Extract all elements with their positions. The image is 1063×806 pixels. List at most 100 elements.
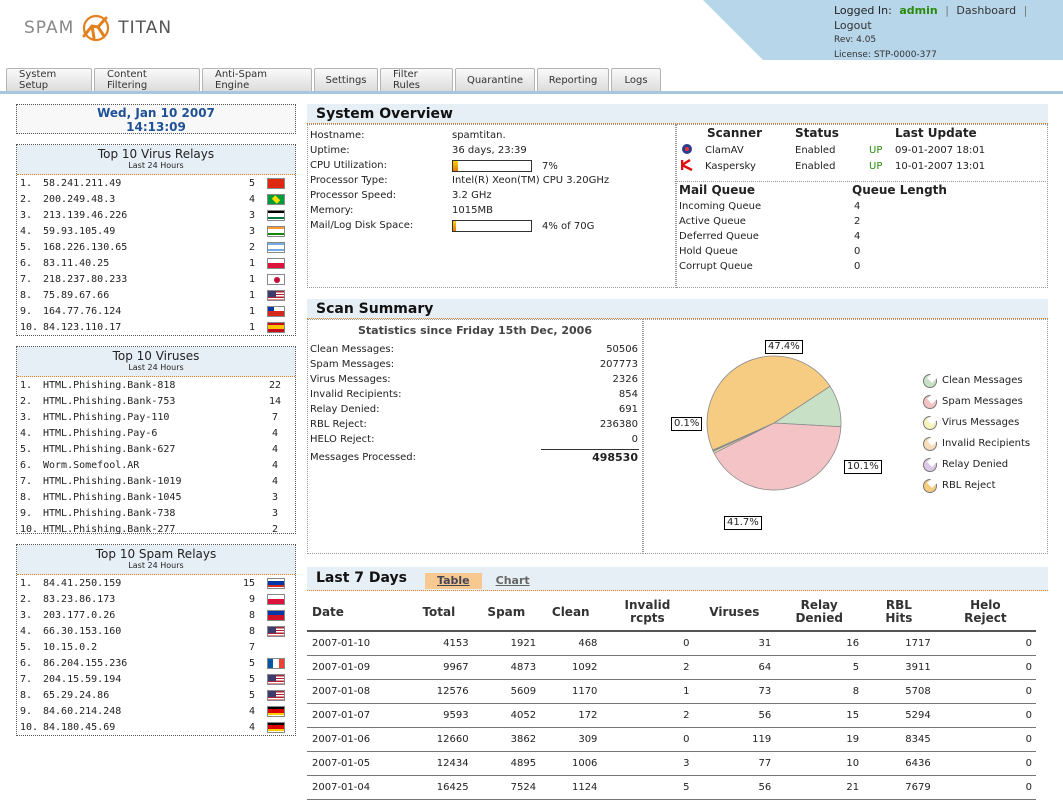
rank: 2. [20, 395, 33, 407]
column-header[interactable]: Total [405, 594, 473, 632]
virus-name: HTML.Phishing.Bank-1045 [43, 491, 182, 503]
table-cell: 0 [934, 655, 1036, 680]
table-cell: 12660 [405, 727, 473, 752]
info-label: Uptime: [310, 145, 350, 156]
column-header[interactable]: Spam [472, 594, 541, 632]
queue-name: Active Queue [679, 216, 746, 227]
legend-item: Clean Messages [923, 370, 1030, 391]
stat-value: 2326 [612, 374, 638, 385]
info-value: 36 days, 23:39 [452, 145, 527, 156]
stats-list: Clean Messages: 50506 Spam Messages: 207773… [308, 342, 642, 447]
tab-system-setup[interactable]: System Setup [6, 68, 92, 91]
country-flag-icon [267, 209, 285, 221]
stat-label: Spam Messages: [310, 359, 395, 370]
count: 1 [248, 321, 255, 333]
legend-item: Relay Denied [923, 454, 1030, 475]
column-header[interactable]: Date [307, 594, 406, 632]
column-header[interactable]: Relay Denied [775, 594, 864, 632]
country-flag-icon [267, 673, 285, 685]
pie-slice-spam-messages [713, 422, 842, 491]
pie-slice-rbl-reject [706, 355, 831, 451]
tab-logs[interactable]: Logs [611, 68, 661, 91]
stat-value: 854 [618, 389, 638, 400]
rank: 2. [20, 193, 33, 205]
scanner-row: Kaspersky Enabled UP 10-01-2007 13:01 [677, 158, 1047, 174]
info-row: Processor Speed: 3.2 GHz [308, 188, 675, 203]
tab-anti-spam-engine[interactable]: Anti-Spam Engine [202, 68, 312, 91]
ip-address: 58.241.211.49 [43, 177, 122, 189]
list-item: 5. 168.226.130.65 2 [17, 239, 295, 255]
list-item: 4. 59.93.105.49 3 [17, 223, 295, 239]
last-7-days-title: Last 7 Days [307, 567, 1048, 591]
ip-address: 83.23.86.173 [43, 593, 116, 605]
count: 8 [248, 625, 255, 637]
legend-label: Spam Messages [942, 396, 1023, 407]
country-flag-icon [267, 705, 285, 717]
queue-name: Hold Queue [679, 246, 738, 257]
rank: 8. [20, 491, 33, 503]
table-cell: 1124 [540, 775, 602, 800]
count: 4 [248, 705, 255, 717]
list-item: 8. 75.89.67.66 1 [17, 287, 295, 303]
column-header[interactable]: Invalid rcpts [601, 594, 694, 632]
tab-chart-view[interactable]: Chart [495, 574, 530, 587]
table-header-row: Date Total Spam Clean Invalid rcpts Viruses Re… [307, 594, 1036, 632]
count: 4 [271, 475, 279, 487]
info-value-wrap: 7% [452, 159, 558, 172]
country-flag-icon [267, 689, 285, 701]
column-header[interactable]: Viruses [693, 594, 776, 632]
ip-address: 84.180.45.69 [43, 721, 116, 733]
rank: 4. [20, 225, 33, 237]
tab-filter-rules[interactable]: Filter Rules [380, 68, 453, 91]
virus-name: HTML.Phishing.Bank-277 [43, 523, 176, 535]
count: 3 [248, 209, 255, 221]
tab-content-filtering[interactable]: Content Filtering [94, 68, 200, 91]
info-value-wrap: 1015MB [452, 205, 493, 216]
table-cell: 0 [934, 775, 1036, 800]
spam-relays-panel: Top 10 Spam Relays Last 24 Hours 1. 84.41… [16, 544, 296, 736]
license: License: STP-0000-377 [834, 50, 937, 60]
column-header[interactable]: RBL Hits [863, 594, 935, 632]
list-item: 10. 84.180.45.69 4 [17, 719, 295, 735]
dashboard-link[interactable]: Dashboard [956, 4, 1017, 17]
header: SPAM TITAN Logged In: admin | Dashboard … [0, 0, 1063, 68]
tab-table-view[interactable]: Table [425, 573, 482, 589]
queue-length: 4 [854, 201, 861, 212]
column-header[interactable]: Helo Reject [934, 594, 1036, 632]
ip-address: 84.41.250.159 [43, 577, 122, 589]
usage-bar-fill [453, 220, 457, 231]
legend-item: Spam Messages [923, 391, 1030, 412]
table-cell: 56 [693, 775, 776, 800]
table-cell: 8 [775, 679, 864, 704]
logo: SPAM TITAN [24, 14, 172, 42]
logout-link[interactable]: Logout [834, 19, 872, 32]
column-header[interactable]: Clean [540, 594, 602, 632]
count: 1 [248, 289, 255, 301]
virus-name: HTML.Phishing.Bank-627 [43, 443, 176, 455]
table-cell: 2007-01-07 [307, 703, 406, 728]
last-7-days-table: Date Total Spam Clean Invalid rcpts Viruses Re… [307, 594, 1036, 800]
info-value: 7% [542, 160, 558, 172]
messages-processed-label: Messages Processed: [310, 452, 417, 463]
tab-quarantine[interactable]: Quarantine [455, 68, 535, 91]
table-cell: 1717 [863, 631, 935, 656]
country-flag-icon [267, 305, 285, 317]
count: 22 [268, 379, 282, 391]
ip-address: 83.11.40.25 [43, 257, 110, 269]
scanner-header-row: Scanner Status Last Update [677, 126, 1047, 142]
pie-percent-label: 41.7% [724, 516, 762, 530]
ip-address: 204.15.59.194 [43, 673, 122, 685]
tab-reporting[interactable]: Reporting [537, 68, 609, 91]
tab-settings[interactable]: Settings [314, 68, 378, 91]
table-cell: 73 [693, 679, 776, 704]
legend-item: Invalid Recipients [923, 433, 1030, 454]
titan-figure-icon [82, 14, 110, 42]
rank: 10. [20, 321, 39, 333]
legend-label: Clean Messages [942, 375, 1023, 386]
separator: | [945, 4, 949, 17]
messages-processed-row: Messages Processed: 498530 [308, 450, 642, 465]
count: 5 [248, 673, 255, 685]
info-value-wrap: 36 days, 23:39 [452, 145, 527, 156]
usage-bar [452, 159, 532, 172]
info-row: CPU Utilization: 7% [308, 158, 675, 173]
